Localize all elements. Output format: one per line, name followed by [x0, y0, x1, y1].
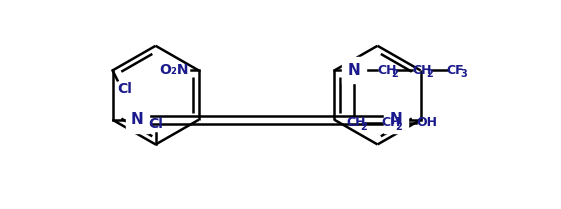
Text: CH: CH [346, 116, 366, 129]
Text: CH: CH [412, 64, 431, 77]
Text: N: N [389, 112, 402, 127]
Text: CH: CH [377, 64, 397, 77]
Text: Cl: Cl [117, 82, 132, 96]
Text: O₂N: O₂N [159, 64, 188, 78]
Text: CH: CH [381, 116, 401, 129]
Text: 2: 2 [391, 69, 398, 79]
Text: 2: 2 [395, 122, 402, 132]
Text: CF: CF [447, 64, 465, 77]
Text: 3: 3 [461, 69, 467, 79]
Text: N: N [348, 63, 361, 78]
Text: Cl: Cl [148, 117, 163, 131]
Text: OH: OH [416, 116, 437, 129]
Text: 2: 2 [360, 122, 367, 132]
Text: 2: 2 [426, 69, 433, 79]
Text: N: N [131, 112, 144, 127]
